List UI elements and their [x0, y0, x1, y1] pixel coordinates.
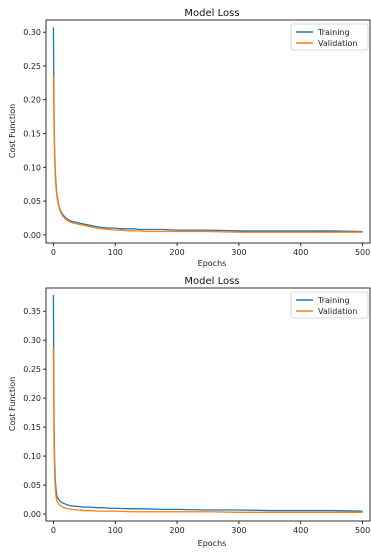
y-tick-label: 0.20 — [23, 394, 41, 403]
x-tick-label: 400 — [293, 526, 308, 535]
y-tick-label: 0.30 — [23, 28, 41, 37]
x-axis-ticks: 0 100 200 300 400 500 — [51, 243, 370, 257]
legend-label-validation: Validation — [318, 307, 358, 316]
legend: Training Validation — [290, 291, 369, 319]
y-tick-label: 0.05 — [23, 197, 41, 206]
x-tick-label: 200 — [169, 248, 184, 257]
legend: Training Validation — [290, 23, 369, 51]
x-tick-label: 100 — [108, 526, 123, 535]
x-axis-label: Epochs — [198, 539, 227, 548]
x-tick-label: 100 — [108, 248, 123, 257]
series-line-validation — [52, 348, 363, 513]
y-tick-label: 0.15 — [23, 423, 41, 432]
y-tick-label: 0.35 — [23, 307, 41, 316]
series-line-training — [52, 27, 363, 233]
y-axis-label: Cost Function — [8, 104, 17, 158]
chart-top: Model Loss 0 100 200 300 400 500 0.00 0.05 0.10… — [8, 8, 371, 268]
y-tick-label: 0.10 — [23, 452, 41, 461]
y-tick-label: 0.05 — [23, 481, 41, 490]
y-tick-label: 0.00 — [23, 510, 41, 519]
x-tick-label: 300 — [231, 248, 246, 257]
y-axis-ticks: 0.00 0.05 0.10 0.15 0.20 0.25 0.30 0.35 — [23, 307, 46, 519]
y-tick-label: 0.20 — [23, 96, 41, 105]
legend-label-training: Training — [317, 296, 350, 305]
x-axis-label: Epochs — [198, 259, 227, 268]
x-tick-label: 300 — [231, 526, 246, 535]
y-tick-label: 0.25 — [23, 365, 41, 374]
x-axis-ticks: 0 100 200 300 400 500 — [51, 521, 370, 535]
x-tick-label: 0 — [51, 526, 56, 535]
x-tick-label: 400 — [293, 248, 308, 257]
legend-label-validation: Validation — [318, 39, 358, 48]
y-tick-label: 0.30 — [23, 336, 41, 345]
y-tick-label: 0.25 — [23, 62, 41, 71]
series-lines — [52, 294, 363, 513]
x-tick-label: 0 — [51, 248, 56, 257]
legend-label-training: Training — [317, 28, 350, 37]
y-tick-label: 0.10 — [23, 163, 41, 172]
series-line-training — [52, 294, 363, 512]
x-tick-label: 500 — [355, 526, 370, 535]
y-axis-ticks: 0.00 0.05 0.10 0.15 0.20 0.25 0.30 — [23, 28, 46, 240]
x-tick-label: 200 — [169, 526, 184, 535]
y-axis-label: Cost Function — [8, 377, 17, 431]
series-line-validation — [52, 76, 363, 233]
chart-title: Model Loss — [184, 276, 239, 287]
plot-frame — [45, 19, 371, 244]
y-tick-label: 0.15 — [23, 130, 41, 139]
x-tick-label: 500 — [355, 248, 370, 257]
y-tick-label: 0.00 — [23, 231, 41, 240]
plot-frame — [45, 287, 371, 522]
chart-title: Model Loss — [184, 8, 239, 19]
chart-bottom: Model Loss 0 100 200 300 400 500 0.00 0.05 0.10… — [8, 276, 371, 548]
series-lines — [52, 27, 363, 233]
